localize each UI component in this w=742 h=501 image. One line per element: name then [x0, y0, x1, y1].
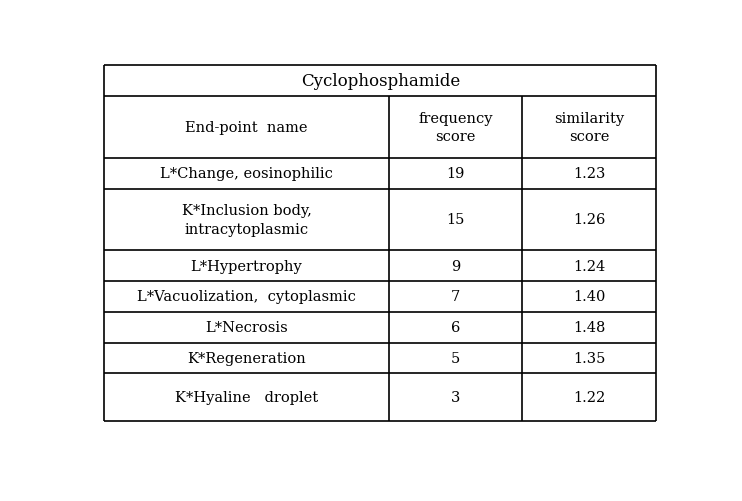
- Text: 1.24: 1.24: [573, 259, 605, 273]
- Text: L*Hypertrophy: L*Hypertrophy: [191, 259, 302, 273]
- Text: 3: 3: [450, 390, 460, 404]
- Text: 1.48: 1.48: [573, 321, 605, 335]
- Text: 15: 15: [446, 213, 464, 227]
- Text: L*Vacuolization,  cytoplasmic: L*Vacuolization, cytoplasmic: [137, 290, 356, 304]
- Text: 1.26: 1.26: [573, 213, 605, 227]
- Text: 1.23: 1.23: [573, 167, 605, 181]
- Text: frequency
score: frequency score: [418, 112, 493, 144]
- Text: L*Necrosis: L*Necrosis: [205, 321, 288, 335]
- Text: 6: 6: [450, 321, 460, 335]
- Text: K*Hyaline   droplet: K*Hyaline droplet: [175, 390, 318, 404]
- Text: Cyclophosphamide: Cyclophosphamide: [301, 73, 460, 90]
- Text: 5: 5: [450, 351, 460, 365]
- Text: 1.22: 1.22: [573, 390, 605, 404]
- Text: K*Regeneration: K*Regeneration: [187, 351, 306, 365]
- Text: 1.40: 1.40: [573, 290, 605, 304]
- Text: 1.35: 1.35: [573, 351, 605, 365]
- Text: 7: 7: [450, 290, 460, 304]
- Text: 9: 9: [450, 259, 460, 273]
- Text: K*Inclusion body,
intracytoplasmic: K*Inclusion body, intracytoplasmic: [182, 204, 312, 236]
- Text: L*Change, eosinophilic: L*Change, eosinophilic: [160, 167, 333, 181]
- Text: End-point  name: End-point name: [186, 121, 308, 135]
- Text: 19: 19: [446, 167, 464, 181]
- Text: similarity
score: similarity score: [554, 112, 624, 144]
